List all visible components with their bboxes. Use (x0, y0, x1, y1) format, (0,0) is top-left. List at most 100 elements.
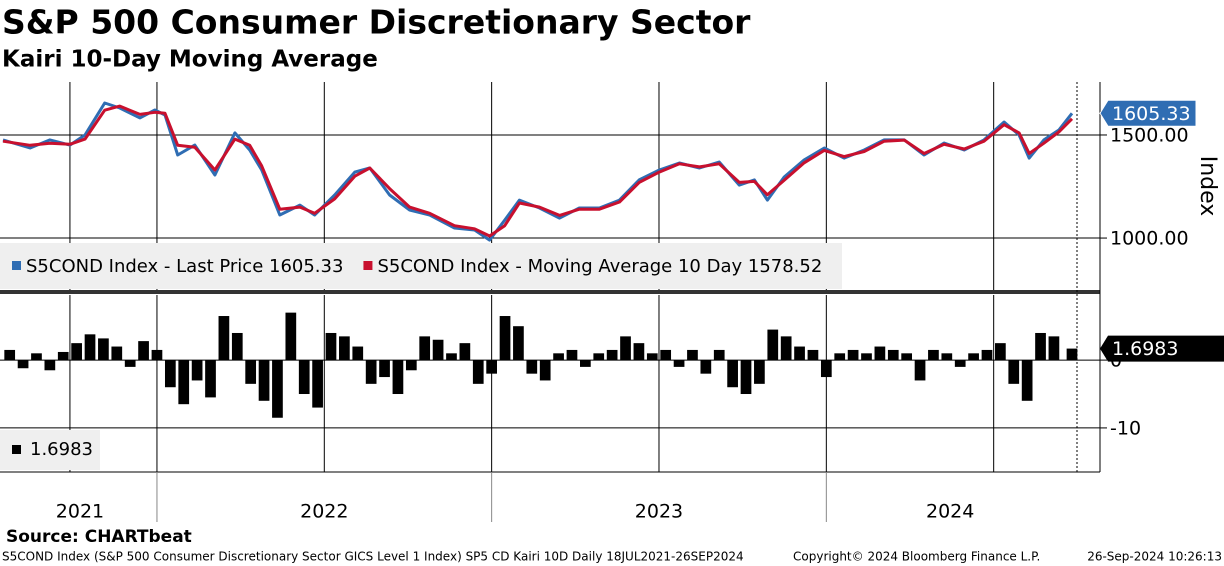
bar (754, 360, 765, 384)
bar (646, 353, 658, 361)
bar (834, 353, 846, 361)
bar (138, 341, 149, 361)
bar (928, 349, 939, 361)
title: S&P 500 Consumer Discretionary Sector (2, 3, 751, 42)
y-tick-label: 1000.00 (1110, 228, 1189, 250)
subtitle: Kairi 10-Day Moving Average (2, 47, 378, 73)
bar (285, 312, 297, 361)
bar (231, 332, 243, 361)
bar (981, 349, 993, 361)
bar (861, 353, 872, 361)
y-axis-label: Index (1195, 156, 1220, 217)
bar (325, 332, 337, 361)
bar (392, 360, 404, 395)
bar (620, 336, 631, 361)
bar (312, 360, 323, 408)
bar (164, 360, 176, 388)
bar (298, 360, 310, 395)
bar (432, 339, 444, 361)
bar (1008, 360, 1020, 384)
bar (472, 360, 484, 384)
x-tick-label: 2023 (635, 501, 683, 523)
bar (71, 343, 82, 361)
legend-box (0, 243, 842, 289)
bar (580, 360, 591, 367)
bar (379, 360, 390, 378)
bar (339, 336, 350, 361)
x-tick-label: 2022 (300, 501, 348, 523)
x-tick-label: 2024 (926, 501, 974, 523)
bar (245, 360, 257, 384)
bar (419, 336, 431, 361)
bar (365, 360, 377, 384)
bar (820, 360, 832, 378)
bar (995, 343, 1006, 361)
legend-label: 1.6983 (30, 439, 93, 460)
bar (794, 346, 805, 361)
source: Source: CHARTbeat (6, 527, 192, 547)
bar (111, 346, 123, 361)
bar (727, 360, 738, 388)
legend-swatch (12, 261, 21, 270)
bar (191, 360, 203, 381)
bar (124, 360, 136, 367)
bar (968, 353, 979, 361)
bar (553, 353, 564, 361)
bar (526, 360, 538, 374)
bar (57, 351, 69, 361)
legend-label: S5COND Index - Last Price 1605.33 (26, 256, 343, 277)
bar (673, 360, 685, 367)
bar (767, 329, 779, 361)
footer-timestamp: 26-Sep-2024 10:26:13 (1087, 550, 1222, 564)
bar (352, 346, 364, 361)
bar (807, 349, 819, 361)
value-tag-label: 1605.33 (1112, 103, 1191, 125)
footer-description: S5COND Index (S&P 500 Consumer Discretio… (2, 550, 744, 564)
x-tick-label: 2021 (56, 501, 104, 523)
bar (44, 360, 56, 371)
bar (218, 316, 230, 361)
bar (272, 360, 283, 418)
bar (1066, 348, 1078, 361)
bar (17, 360, 29, 369)
bar (847, 349, 859, 361)
y-tick-label: 1500.00 (1110, 124, 1189, 146)
bar (901, 353, 913, 361)
bar (954, 360, 966, 367)
bar (98, 338, 109, 361)
panel-divider (0, 290, 1100, 294)
bar (593, 353, 605, 361)
bar (459, 343, 471, 361)
legend-label: S5COND Index - Moving Average 10 Day 157… (377, 256, 822, 277)
bar (31, 353, 42, 361)
bar (606, 349, 618, 361)
legend-swatch (363, 261, 373, 270)
bar (566, 349, 578, 361)
bar (178, 360, 190, 405)
bar (740, 360, 752, 395)
bar (405, 360, 417, 371)
bar (713, 349, 725, 361)
bar (446, 353, 457, 361)
bar (258, 360, 270, 401)
bar (84, 334, 96, 361)
value-tag (1100, 335, 1224, 362)
bar (633, 343, 645, 361)
bar (1021, 360, 1033, 401)
footer-copyright: Copyright© 2024 Bloomberg Finance L.P. (793, 550, 1040, 564)
bar (151, 349, 163, 361)
bar (499, 316, 511, 361)
bar (914, 360, 926, 381)
bar (1048, 336, 1060, 361)
bar (887, 349, 899, 361)
bar (780, 336, 792, 361)
bar (205, 360, 216, 398)
y-tick-label: -10 (1110, 417, 1141, 439)
bar (700, 360, 712, 374)
bar (660, 349, 672, 361)
series-line (2, 104, 1074, 238)
bar (539, 360, 551, 381)
value-tag-label: 1.6983 (1112, 338, 1178, 360)
